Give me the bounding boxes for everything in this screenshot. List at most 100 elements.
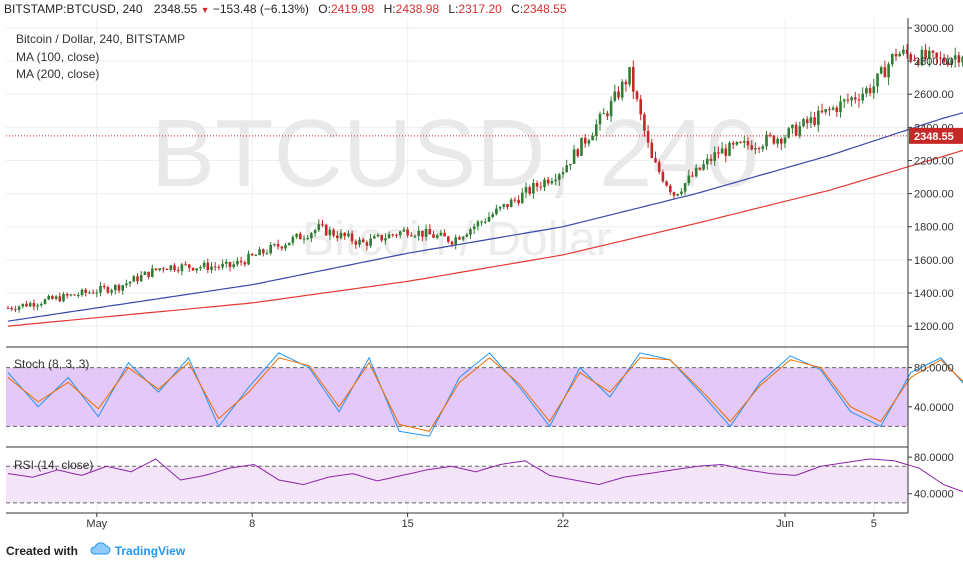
candle-body (80, 289, 84, 295)
candle-body (550, 181, 554, 184)
candle-body (876, 73, 879, 87)
candle-body (842, 99, 846, 102)
x-tick-label: Jun (776, 518, 794, 530)
candle-body (121, 285, 124, 291)
candle-body (724, 148, 728, 156)
candle-body (509, 199, 513, 208)
candle-body (51, 296, 54, 299)
candle-body (746, 141, 750, 146)
candle-body (898, 53, 901, 57)
candle-body (846, 99, 850, 101)
y-tick-label: 3000.00 (914, 23, 954, 35)
candle-body (602, 113, 605, 115)
interval-value[interactable]: 240 (122, 2, 143, 16)
rsi-band (6, 465, 908, 504)
candle-body (498, 206, 502, 209)
candle-body (169, 265, 173, 270)
legend-ma200[interactable]: MA (200, close) (16, 67, 100, 81)
candle-body (802, 119, 805, 127)
candle-body (617, 91, 620, 98)
candle-body (595, 124, 598, 136)
candle-body (413, 236, 417, 238)
candle-body (698, 167, 702, 170)
candle-body (65, 293, 69, 296)
candle-body (99, 285, 102, 293)
close-label: C: (511, 2, 524, 16)
series-D (7, 357, 963, 432)
candle-body (783, 137, 787, 144)
candle-body (199, 267, 202, 269)
candle-body (521, 192, 524, 204)
candle-body (683, 183, 687, 192)
candle-body (632, 67, 635, 92)
legend-ma100[interactable]: MA (100, close) (16, 50, 100, 64)
candle-body (902, 49, 905, 54)
candle-body (180, 264, 184, 272)
candle-body (77, 294, 80, 296)
y-tick-label: 2000.00 (914, 189, 954, 201)
candle-body (14, 309, 17, 311)
candle-body (62, 293, 65, 302)
candle-body (879, 67, 883, 74)
candle-body (347, 233, 350, 237)
candle-body (225, 261, 228, 264)
candle-body (961, 57, 963, 63)
candle-body (465, 234, 469, 237)
band-fill (6, 466, 908, 503)
candle-body (354, 241, 358, 245)
candle-body (513, 199, 517, 201)
candle-body (495, 208, 498, 215)
candle-body (176, 270, 180, 272)
chart-canvas[interactable]: BTCUSD, 240 Bitcoin / Dollar 1200.00 1400… (0, 18, 963, 535)
candle-body (591, 135, 594, 141)
candle-body (517, 199, 520, 204)
candle-body (476, 221, 480, 227)
candle-body (598, 113, 602, 125)
candle-body (809, 117, 813, 124)
candle-body (831, 107, 835, 110)
x-tick-label: May (86, 518, 107, 530)
candle-body (657, 162, 661, 172)
candle-body (768, 134, 772, 136)
legend-title[interactable]: Bitcoin / Dollar, 240, BITSTAMP (16, 32, 186, 46)
candle-body (125, 283, 128, 286)
candle-body (702, 164, 705, 170)
candle-body (628, 67, 631, 85)
candle-body (776, 138, 779, 144)
candle-body (373, 236, 376, 239)
candle-body (794, 124, 798, 136)
candle-body (447, 236, 450, 242)
y-tick-label: 40.0000 (914, 402, 954, 414)
symbol-name[interactable]: BITSTAMP:BTCUSD (4, 2, 116, 16)
candle-body (236, 260, 239, 265)
candle-body (299, 233, 302, 240)
candle-body (102, 285, 106, 288)
x-tick-label: 8 (249, 518, 255, 530)
stoch-lines (7, 352, 963, 437)
candle-body (894, 54, 898, 57)
rsi-label[interactable]: RSI (14, close) (14, 458, 94, 472)
candle-body (158, 268, 161, 270)
candle-body (106, 287, 110, 293)
candle-body (635, 91, 639, 100)
candle-body (532, 182, 535, 194)
stoch-label[interactable]: Stoch (8, 3, 3) (14, 357, 90, 371)
y-tick-label: 2600.00 (914, 89, 954, 101)
candle-body (202, 262, 206, 268)
candle-body (32, 303, 36, 307)
moving-averages (7, 112, 963, 327)
candle-body (265, 253, 269, 255)
candle-body (47, 296, 50, 300)
candle-body (195, 268, 198, 271)
tradingview-link[interactable]: TradingView (114, 544, 186, 558)
candle-body (269, 244, 272, 254)
candle-body (672, 192, 676, 196)
low-label: L: (448, 2, 459, 16)
candle-body (302, 238, 306, 240)
candle-body (469, 229, 472, 235)
candle-body (750, 145, 753, 150)
candle-body (754, 148, 757, 150)
candle-body (398, 231, 402, 236)
candle-body (546, 179, 550, 184)
candle-body (583, 137, 587, 144)
